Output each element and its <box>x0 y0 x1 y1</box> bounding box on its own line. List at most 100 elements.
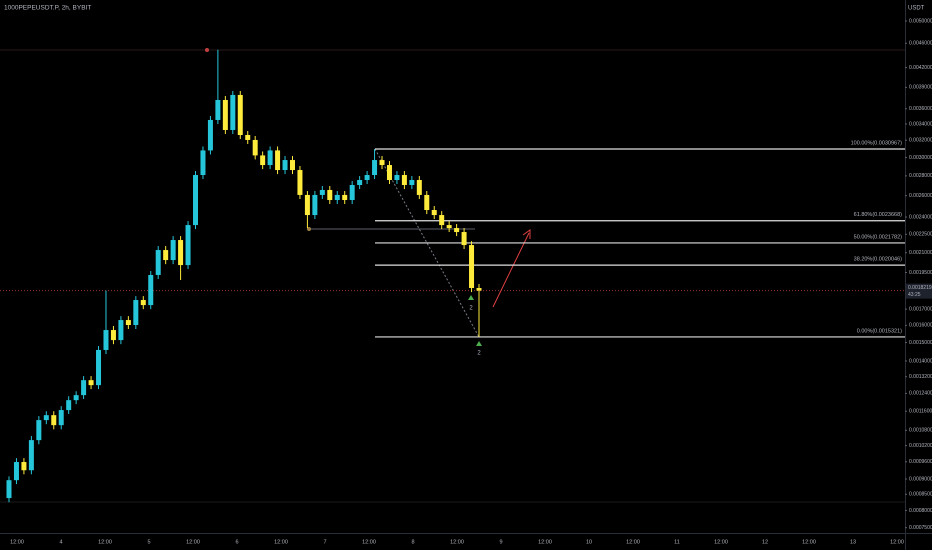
candle-body <box>125 320 131 325</box>
signal-triangle <box>468 295 474 300</box>
candle-body <box>207 119 213 151</box>
y-tick-label: 0.0016000 <box>909 323 932 329</box>
candle-body <box>342 194 348 201</box>
candle-body <box>36 420 42 441</box>
signal-label: 2 <box>469 306 473 312</box>
x-tick-label: 12:00 <box>186 539 200 545</box>
fib-label: 0.00%(0.0015321) <box>857 328 902 334</box>
candle-body <box>110 330 116 341</box>
candle-body <box>103 330 109 350</box>
candle-body <box>409 180 415 185</box>
x-tick-label: 12:00 <box>714 539 728 545</box>
candle-body <box>334 194 340 201</box>
x-tick-label: 12:00 <box>10 539 24 545</box>
y-tick-label: 0.0008500 <box>909 492 932 498</box>
candle-body <box>245 135 251 140</box>
y-tick-label: 0.0024000 <box>909 214 932 220</box>
y-tick-label: 0.0010200 <box>909 443 932 449</box>
x-tick-label: 10 <box>586 539 592 545</box>
candle-body <box>469 245 475 289</box>
candle-body <box>88 380 94 386</box>
y-tick-label: 0.0039000 <box>909 85 932 91</box>
candle-body <box>461 232 467 246</box>
candle-body <box>140 300 146 306</box>
y-tick-label: 0.0014000 <box>909 358 932 364</box>
y-tick-label: 0.0011600 <box>909 409 932 415</box>
y-tick-label: 0.0036000 <box>909 106 932 112</box>
candle-body <box>446 225 452 229</box>
fib-label: 100.00%(0.0030967) <box>851 140 903 146</box>
candle-body <box>28 440 34 471</box>
candle-body <box>58 410 64 426</box>
y-tick-label: 0.0009600 <box>909 459 932 465</box>
y-tick-label: 0.0008000 <box>909 508 932 514</box>
candle-body <box>454 228 460 233</box>
x-tick-label: 12:00 <box>802 539 816 545</box>
candle-body <box>252 139 258 156</box>
candle-body <box>379 160 385 166</box>
candle-body <box>81 380 87 396</box>
candle-body <box>185 225 191 266</box>
candle-body <box>476 288 482 291</box>
candle-body <box>275 150 281 171</box>
price-tag-value: 0.0018219 <box>908 285 932 291</box>
candle-body <box>193 175 199 226</box>
fib-label: 38.20%(0.0020046) <box>854 257 902 263</box>
x-tick-label: 12:00 <box>450 539 464 545</box>
x-tick-label: 4 <box>59 539 62 545</box>
y-tick-label: 0.0021000 <box>909 250 932 256</box>
candle-body <box>297 170 303 195</box>
candle-body <box>43 415 49 421</box>
y-tick-label: 0.0017000 <box>909 306 932 312</box>
y-tick-label: 0.0034000 <box>909 121 932 127</box>
price-tag-countdown: 43:25 <box>908 292 921 298</box>
fib-label: 61.80%(0.0023668) <box>854 212 902 218</box>
candle-body <box>327 189 333 201</box>
y-tick-label: 0.0030000 <box>909 155 932 161</box>
candle-body <box>282 160 288 171</box>
y-tick-label: 0.0032000 <box>909 138 932 144</box>
x-tick-label: 12 <box>762 539 768 545</box>
chart-title: 1000PEPEUSDT.P, 2h, BYBIT <box>4 5 91 12</box>
candle-body <box>394 175 400 181</box>
candle-body <box>163 250 169 261</box>
ray-anchor <box>307 227 311 231</box>
candle-body <box>289 160 295 171</box>
candle-body <box>237 94 243 136</box>
candle-body <box>13 462 19 481</box>
fib-label: 50.00%(0.0021782) <box>854 234 902 240</box>
y-tick-label: 0.0009000 <box>909 476 932 482</box>
candle-body <box>178 240 184 266</box>
price-tag <box>906 283 932 299</box>
candle-body <box>118 320 124 341</box>
candle-body <box>215 100 221 120</box>
y-tick-label: 0.0028000 <box>909 173 932 179</box>
x-tick-label: 5 <box>147 539 150 545</box>
candle-body <box>96 349 102 386</box>
candle-body <box>416 180 422 195</box>
y-tick-label: 0.0042000 <box>909 65 932 71</box>
candle-body <box>267 150 273 166</box>
y-tick-label: 0.0010800 <box>909 428 932 434</box>
x-tick-label: 12:00 <box>98 539 112 545</box>
arrow-head <box>522 229 531 239</box>
x-tick-label: 6 <box>235 539 238 545</box>
candle-body <box>21 462 27 471</box>
candle-body <box>424 194 430 211</box>
signal-label: 2 <box>477 351 481 357</box>
x-tick-label: 11 <box>674 539 680 545</box>
y-tick-label: 0.0046000 <box>909 41 932 47</box>
x-tick-label: 12:00 <box>538 539 552 545</box>
x-tick-label: 13 <box>850 539 856 545</box>
candle-body <box>200 150 206 176</box>
candle-body <box>312 194 318 216</box>
candle-body <box>372 160 378 176</box>
x-tick-label: 7 <box>323 539 326 545</box>
signal-triangle <box>476 341 482 346</box>
candle-body <box>304 194 310 216</box>
y-tick-label: 0.0050000 <box>909 18 932 24</box>
y-tick-label: 0.0012400 <box>909 391 932 397</box>
candle-body <box>349 184 355 201</box>
